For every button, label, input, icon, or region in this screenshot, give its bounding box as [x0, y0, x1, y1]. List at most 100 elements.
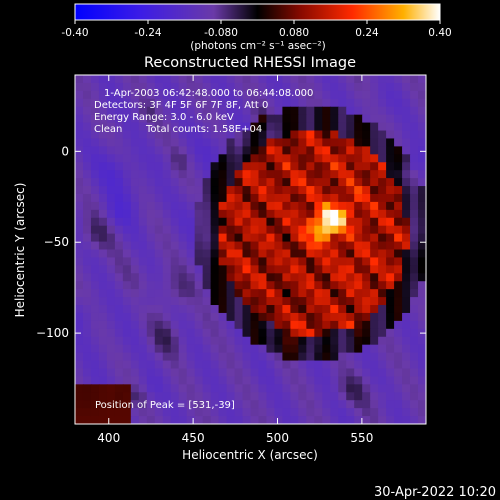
- heatmap-cell: [370, 352, 379, 362]
- heatmap-cell: [186, 336, 196, 346]
- heatmap-cell: [346, 122, 355, 132]
- heatmap-cell: [346, 249, 355, 259]
- heatmap-cell: [138, 106, 148, 116]
- heatmap-cell: [362, 249, 371, 259]
- heatmap-cell: [242, 130, 252, 140]
- heatmap-cell: [122, 225, 132, 235]
- heatmap-cell: [330, 146, 339, 155]
- heatmap-cell: [386, 384, 395, 393]
- heatmap-cell: [75, 408, 84, 417]
- heatmap-cell: [170, 233, 180, 243]
- heatmap-cell: [298, 241, 307, 251]
- heatmap-cell: [322, 376, 331, 385]
- heatmap-cell: [322, 289, 331, 298]
- heatmap-cell: [210, 162, 220, 171]
- heatmap-cell: [138, 201, 148, 211]
- heatmap-cell: [338, 328, 347, 338]
- heatmap-cell: [194, 312, 204, 322]
- heatmap-cell: [234, 305, 244, 314]
- heatmap-cell: [346, 146, 355, 155]
- heatmap-cell: [258, 273, 268, 282]
- heatmap-cell: [298, 400, 307, 409]
- heatmap-cell: [226, 75, 236, 84]
- heatmap-cell: [242, 106, 252, 116]
- heatmap-cell: [410, 297, 419, 306]
- heatmap-cell: [410, 249, 419, 259]
- heatmap-cell: [250, 241, 260, 251]
- heatmap-cell: [290, 130, 299, 140]
- heatmap-cell: [290, 170, 299, 179]
- heatmap-cell: [170, 416, 180, 424]
- heatmap-cell: [354, 209, 363, 219]
- heatmap-cell: [178, 209, 188, 219]
- heatmap-cell: [154, 400, 164, 409]
- heatmap-cell: [338, 400, 347, 409]
- heatmap-cell: [330, 193, 339, 203]
- heatmap-cell: [202, 122, 212, 132]
- heatmap-cell: [314, 312, 323, 322]
- heatmap-cell: [354, 82, 363, 92]
- heatmap-cell: [138, 233, 148, 243]
- heatmap-cell: [290, 352, 299, 362]
- heatmap-cell: [146, 273, 156, 282]
- heatmap-cell: [90, 360, 100, 370]
- heatmap-cell: [306, 130, 315, 140]
- heatmap-cell: [370, 138, 379, 147]
- heatmap-cell: [90, 392, 100, 401]
- heatmap-cell: [394, 265, 403, 274]
- heatmap-cell: [394, 368, 403, 378]
- heatmap-cell: [75, 186, 84, 195]
- heatmap-cell: [98, 122, 108, 132]
- heatmap-cell: [378, 170, 387, 179]
- heatmap-cell: [130, 257, 140, 266]
- heatmap-cell: [178, 249, 188, 259]
- heatmap-cell: [402, 130, 411, 140]
- heatmap-cell: [162, 106, 172, 116]
- heatmap-cell: [322, 98, 331, 108]
- heatmap-cell: [170, 265, 180, 274]
- heatmap-cell: [290, 122, 299, 132]
- heatmap-cell: [154, 233, 164, 243]
- heatmap-cell: [122, 281, 132, 290]
- heatmap-cell: [154, 201, 164, 211]
- heatmap-cell: [402, 257, 411, 266]
- heatmap-cell: [226, 257, 236, 266]
- heatmap-cell: [410, 265, 419, 274]
- heatmap-cell: [218, 273, 228, 282]
- heatmap-cell: [298, 146, 307, 155]
- heatmap-cell: [90, 209, 100, 219]
- heatmap-cell: [186, 162, 196, 171]
- heatmap-cell: [282, 201, 291, 211]
- heatmap-cell: [338, 289, 347, 298]
- heatmap-cell: [354, 154, 363, 163]
- heatmap-cell: [162, 178, 172, 187]
- heatmap-cell: [306, 154, 315, 163]
- heatmap-cell: [298, 281, 307, 290]
- heatmap-cell: [130, 122, 140, 132]
- heatmap-cell: [354, 368, 363, 378]
- heatmap-cell: [75, 122, 84, 132]
- heatmap-cell: [90, 273, 100, 282]
- heatmap-cell: [122, 416, 132, 424]
- heatmap-cell: [362, 82, 371, 92]
- heatmap-cell: [82, 273, 92, 282]
- heatmap-cell: [210, 289, 220, 298]
- heatmap-cell: [218, 312, 228, 322]
- heatmap-cell: [402, 281, 411, 290]
- heatmap-cell: [338, 360, 347, 370]
- heatmap-cell: [218, 265, 228, 274]
- heatmap-cell: [122, 154, 132, 163]
- heatmap-cell: [266, 209, 276, 219]
- heatmap-cell: [75, 273, 84, 282]
- heatmap-cell: [122, 98, 132, 108]
- heatmap-cell: [386, 122, 395, 132]
- heatmap-cell: [386, 297, 395, 306]
- heatmap-cell: [362, 146, 371, 155]
- heatmap-cell: [170, 289, 180, 298]
- heatmap-cell: [266, 257, 276, 266]
- heatmap-cell: [306, 416, 315, 424]
- heatmap-cell: [298, 170, 307, 179]
- heatmap-cell: [258, 305, 268, 314]
- heatmap-cell: [298, 186, 307, 195]
- heatmap-cell: [394, 217, 403, 227]
